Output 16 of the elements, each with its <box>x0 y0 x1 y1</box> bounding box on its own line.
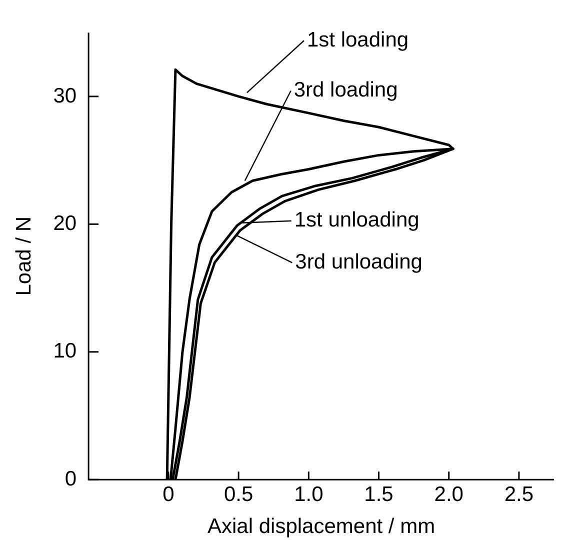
x-tick-label: 2.0 <box>434 482 464 506</box>
x-tick-label: 1.0 <box>294 482 324 506</box>
annotation: 1st loading <box>306 28 409 52</box>
y-tick-label: 0 <box>64 467 77 490</box>
x-tick-label: 1.5 <box>364 482 394 506</box>
annotation: 1st unloading <box>294 208 420 232</box>
y-tick-label: 10 <box>53 340 77 363</box>
x-tick-label: 0.5 <box>224 482 254 506</box>
x-axis-title: Axial displacement / mm <box>207 515 436 538</box>
y-axis-title: Load / N <box>12 216 36 296</box>
y-tick-label: 30 <box>53 84 77 108</box>
annotation: 3rd unloading <box>295 250 422 274</box>
x-tick-label: 0 <box>162 482 174 506</box>
annotation: 3rd loading <box>294 78 398 102</box>
x-tick-label: 2.5 <box>504 482 534 506</box>
y-tick-label: 20 <box>53 212 77 235</box>
